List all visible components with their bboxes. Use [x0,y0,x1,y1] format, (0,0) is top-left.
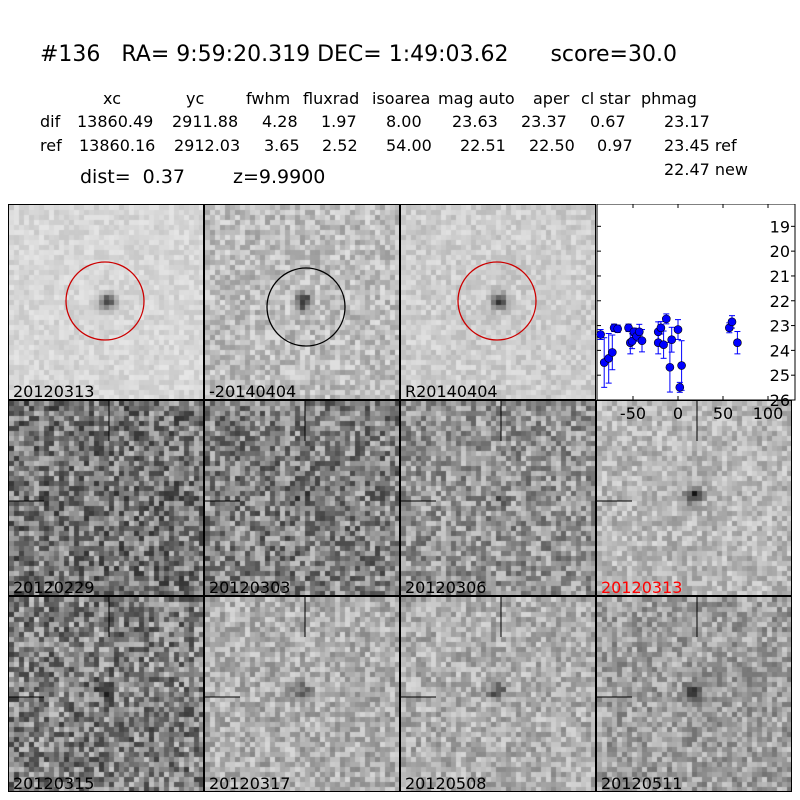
tile-date-label: -20140404 [209,382,297,400]
column-header: aper [533,89,570,108]
data-point [667,335,676,345]
data-point [673,325,683,334]
y-tick-label: 20 [770,242,790,261]
y-tick-label: 26 [770,391,790,410]
data-point [607,348,617,357]
stamp-image [9,597,203,791]
column-header: phmag [641,89,697,108]
table-cell: 8.00 [386,112,422,131]
phmag-new: 22.47 new [664,160,748,179]
image-tile: 20120315 [8,596,204,792]
tile-date-label: 20120306 [405,578,487,596]
y-tick-label: 24 [770,341,790,360]
stamp-image [205,401,399,595]
data-point [659,340,668,349]
x-tick-label: 100 [753,404,784,423]
column-header: yc [186,89,205,108]
tile-date-label: 20120303 [209,578,291,596]
stamp-image [597,401,791,595]
stamp-image [9,401,203,595]
image-tile: 20120313 [8,204,204,400]
y-tick-label: 23 [770,317,790,336]
image-tile: 20120508 [400,596,596,792]
tile-date-label: R20140404 [405,382,498,400]
x-tick-label: -50 [620,404,646,423]
image-tile: 20120229 [8,400,204,596]
column-header: xc [103,89,121,108]
y-tick-label: 19 [770,217,790,236]
image-tile: 20120303 [204,400,400,596]
data-point [637,336,647,346]
data-point [665,362,675,372]
light-curve-chart: 19 20 21 22 23 24 25 26 -50 0 50 100 [596,204,796,423]
column-header: mag auto [438,89,515,108]
table-cell: 2911.88 [172,112,239,131]
page-title: #136 RA= 9:59:20.319 DEC= 1:49:03.62 sco… [40,42,677,67]
aperture-circle [266,267,346,347]
table-cell: 54.00 [386,136,432,155]
aperture-circle [457,261,537,341]
column-header: isoarea [372,89,431,108]
table-cell: 3.65 [264,136,300,155]
tile-date-label: 20120229 [13,578,95,596]
table-cell: 23.17 [664,112,710,131]
image-tile: 20120313 [596,400,792,596]
row-label: dif [40,112,61,131]
table-cell: 22.51 [460,136,506,155]
y-tick-label: 25 [770,366,790,385]
table-cell: 23.37 [521,112,567,131]
stamp-image [205,205,399,399]
image-tile: 20120306 [400,400,596,596]
table-cell: 0.67 [590,112,626,131]
data-point [656,323,666,333]
data-point [596,330,605,339]
data-point [677,361,686,370]
tile-date-label: 20120508 [405,774,487,792]
table-cell: 23.45 ref [664,136,737,155]
stamp-image [401,401,595,595]
image-tile: 20120317 [204,596,400,792]
tile-date-label: 20120511 [601,774,683,792]
tile-date-label: 20120313 [601,578,683,596]
table-cell: 13860.16 [79,136,156,155]
y-tick-label: 21 [770,267,790,286]
image-tile: 20120511 [596,596,792,792]
data-point [675,383,685,392]
table-cell: 23.63 [452,112,498,131]
data-point [634,327,644,337]
tile-date-label: 20120313 [13,382,95,400]
x-tick-label: 0 [673,404,683,423]
data-point [613,324,623,334]
aperture-circle [65,261,145,341]
column-header: fwhm [246,89,291,108]
y-tick-label: 22 [770,292,790,311]
x-tick-label: 50 [713,404,733,423]
data-point [733,338,742,347]
data-point [727,317,737,327]
stamp-image [401,597,595,791]
table-cell: 4.28 [262,112,298,131]
tile-date-label: 20120317 [209,774,291,792]
table-cell: 22.50 [529,136,575,155]
stamp-image [597,597,791,791]
column-header: cl star [581,89,631,108]
stamp-image [401,205,595,399]
image-tile: R20140404 [400,204,596,400]
z-value: z=9.9900 [233,166,326,188]
table-cell: 2.52 [322,136,358,155]
column-header: fluxrad [303,89,360,108]
tile-date-label: 20120315 [13,774,95,792]
table-cell: 1.97 [321,112,357,131]
stamp-image [205,597,399,791]
plot-area [596,204,796,401]
stamp-image [9,205,203,399]
row-label: ref [40,136,62,155]
table-cell: 2912.03 [174,136,241,155]
data-point [662,314,671,324]
dist-value: dist= 0.37 [80,166,185,188]
image-tile: -20140404 [204,204,400,400]
table-cell: 0.97 [597,136,633,155]
table-cell: 13860.49 [77,112,154,131]
